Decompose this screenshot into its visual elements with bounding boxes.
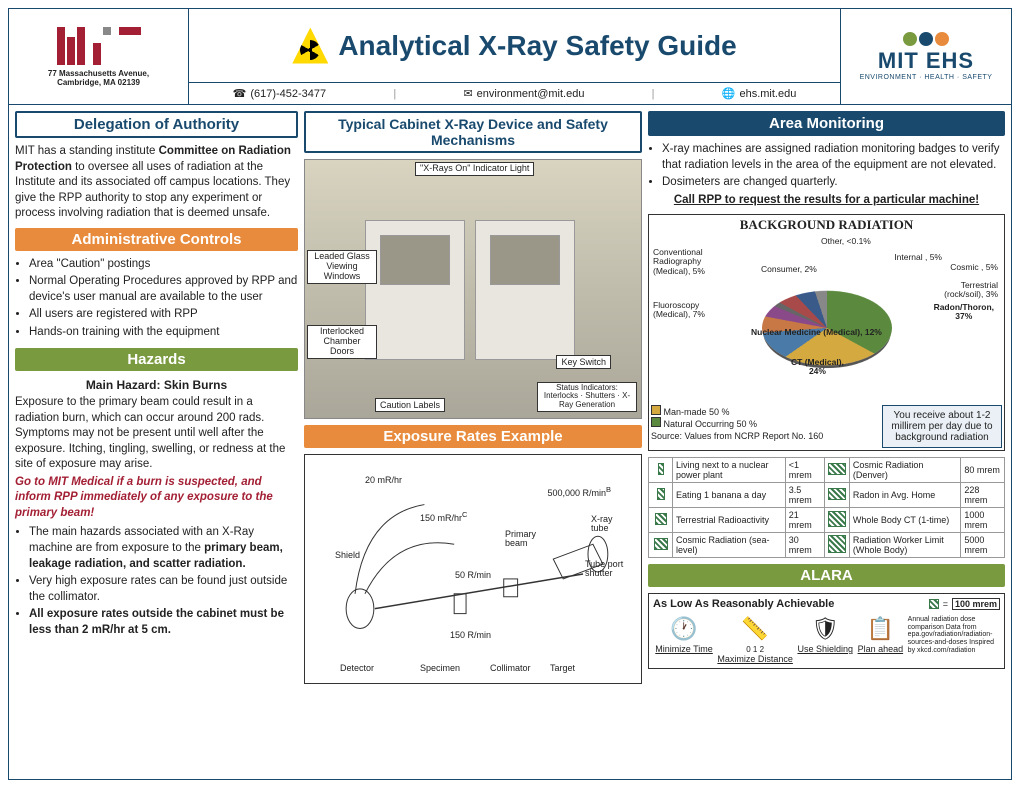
admin-item: All users are registered with RPP — [29, 307, 298, 323]
title-cell: Analytical X-Ray Safety Guide ☎ (617)-45… — [189, 9, 841, 104]
shield-icon: 🛡 — [797, 616, 853, 642]
table-row: Living next to a nuclear power plant<1 m… — [649, 458, 1005, 483]
page-container: 77 Massachusetts Avenue, Cambridge, MA 0… — [8, 8, 1012, 780]
area-monitoring-body: X-ray machines are assigned radiation mo… — [648, 142, 1005, 208]
exposure-example-heading: Exposure Rates Example — [304, 425, 642, 448]
label-key-switch: Key Switch — [556, 355, 611, 369]
column-middle: Typical Cabinet X-Ray Device and Safety … — [304, 111, 642, 773]
admin-item: Normal Operating Procedures approved by … — [29, 274, 298, 305]
hazards-heading: Hazards — [15, 348, 298, 371]
ruler-icon: 📏 — [717, 616, 793, 642]
diag-label: 150 mR/hrC — [420, 510, 467, 523]
alara-item-distance: 📏0 1 2Maximize Distance — [717, 616, 793, 664]
email: ✉ environment@mit.edu — [463, 87, 584, 100]
ehs-sub: ENVIRONMENT · HEALTH · SAFETY — [860, 74, 993, 81]
delegation-body: MIT has a standing institute Committee o… — [15, 144, 298, 222]
hazards-bullet: The main hazards associated with an X-Ra… — [29, 525, 298, 572]
exposure-comparison-table: Living next to a nuclear power plant<1 m… — [648, 457, 1005, 558]
label-status: Status Indicators: Interlocks · Shutters… — [537, 382, 637, 412]
monitoring-callout: Call RPP to request the results for a pa… — [648, 193, 1005, 209]
exposure-diagram: 20 mR/hr 150 mR/hrC 50 R/min 150 R/min 5… — [304, 454, 642, 684]
ehs-logo-text: MIT EHS — [878, 48, 974, 74]
label-xrays-on: "X-Rays On" Indicator Light — [415, 162, 534, 176]
alara-subheading: As Low As Reasonably Achievable — [653, 598, 834, 610]
background-note: You receive about 1-2 millirem per day d… — [882, 405, 1002, 448]
diag-label: Target — [550, 663, 575, 673]
contact-row: ☎ (617)-452-3477 | ✉ environment@mit.edu… — [189, 83, 840, 104]
label-interlocked: Interlocked Chamber Doors — [307, 325, 377, 359]
diag-label: Primary beam — [505, 530, 555, 548]
column-left: Delegation of Authority MIT has a standi… — [15, 111, 298, 773]
delegation-heading: Delegation of Authority — [15, 111, 298, 138]
background-radiation-box: BACKGROUND RADIATION Radon/Thoron,37% CT… — [648, 214, 1005, 451]
alara-legend: = 100 mrem — [929, 598, 1000, 610]
diag-label: Tube port shutter — [585, 560, 635, 578]
phone: ☎ (617)-452-3477 — [233, 87, 327, 100]
diag-label: X-ray tube — [591, 515, 631, 533]
title-top: Analytical X-Ray Safety Guide — [189, 9, 840, 83]
background-heading: BACKGROUND RADIATION — [651, 217, 1002, 233]
hazards-bullet: All exposure rates outside the cabinet m… — [29, 607, 298, 638]
admin-heading: Administrative Controls — [15, 228, 298, 251]
alara-heading: ALARA — [648, 564, 1005, 587]
clipboard-icon: 📋 — [858, 616, 904, 642]
column-right: Area Monitoring X-ray machines are assig… — [648, 111, 1005, 773]
hazards-warning: Go to MIT Medical if a burn is suspected… — [15, 475, 298, 522]
table-row: Eating 1 banana a day3.5 mrem Radon in A… — [649, 483, 1005, 508]
clock-icon: 🕐 — [655, 616, 713, 642]
area-monitoring-heading: Area Monitoring — [648, 111, 1005, 136]
monitoring-bullet: X-ray machines are assigned radiation mo… — [662, 142, 1005, 173]
header: 77 Massachusetts Avenue, Cambridge, MA 0… — [9, 9, 1011, 105]
alara-item-plan: 📋Plan ahead — [858, 616, 904, 654]
alara-icons: 🕐Minimize Time 📏0 1 2Maximize Distance 🛡… — [653, 616, 1000, 664]
content: Delegation of Authority MIT has a standi… — [9, 105, 1011, 779]
cabinet-heading: Typical Cabinet X-Ray Device and Safety … — [304, 111, 642, 153]
alara-item-shielding: 🛡Use Shielding — [797, 616, 853, 654]
table-row: Terrestrial Radioactivity21 mrem Whole B… — [649, 508, 1005, 533]
radiation-icon — [292, 28, 328, 64]
label-leaded-glass: Leaded Glass Viewing Windows — [307, 250, 377, 284]
diag-label: 50 R/min — [455, 570, 491, 580]
page-title: Analytical X-Ray Safety Guide — [338, 30, 736, 62]
monitoring-bullet: Dosimeters are changed quarterly. — [662, 175, 1005, 191]
background-source: Source: Values from NCRP Report No. 160 — [651, 431, 878, 441]
diag-label: 500,000 R/minB — [547, 485, 611, 498]
website: 🌐 ehs.mit.edu — [722, 87, 797, 100]
hazards-subheading: Main Hazard: Skin Burns — [15, 377, 298, 393]
diag-label: 20 mR/hr — [365, 475, 402, 485]
diag-label: Specimen — [420, 663, 460, 673]
diag-label: 150 R/min — [450, 630, 491, 640]
hazards-text: Exposure to the primary beam could resul… — [15, 395, 298, 473]
alara-item-time: 🕐Minimize Time — [655, 616, 713, 654]
diag-label: Collimator — [490, 663, 531, 673]
pie-container: Radon/Thoron,37% CT (Medical),24% Nuclea… — [651, 233, 1002, 403]
alara-footnote: Annual radiation dose comparison Data fr… — [908, 616, 998, 654]
address-line2: Cambridge, MA 02139 — [57, 78, 140, 87]
hazards-bullet: Very high exposure rates can be found ju… — [29, 574, 298, 605]
alara-box: As Low As Reasonably Achievable = 100 mr… — [648, 593, 1005, 669]
hazards-body: Main Hazard: Skin Burns Exposure to the … — [15, 377, 298, 640]
diag-label: Shield — [335, 550, 360, 560]
admin-item: Hands-on training with the equipment — [29, 325, 298, 341]
diag-label: Detector — [340, 663, 374, 673]
table-row: Cosmic Radiation (sea-level)30 mrem Radi… — [649, 533, 1005, 558]
label-caution: Caution Labels — [375, 398, 445, 412]
ehs-logo-cell: MIT EHS ENVIRONMENT · HEALTH · SAFETY — [841, 9, 1011, 104]
address-line1: 77 Massachusetts Avenue, — [48, 69, 149, 78]
admin-body: Area "Caution" postings Normal Operating… — [15, 257, 298, 343]
mit-logo-cell: 77 Massachusetts Avenue, Cambridge, MA 0… — [9, 9, 189, 104]
admin-item: Area "Caution" postings — [29, 257, 298, 273]
mit-logo — [57, 27, 141, 65]
xray-photo: "X-Rays On" Indicator Light Leaded Glass… — [304, 159, 642, 419]
